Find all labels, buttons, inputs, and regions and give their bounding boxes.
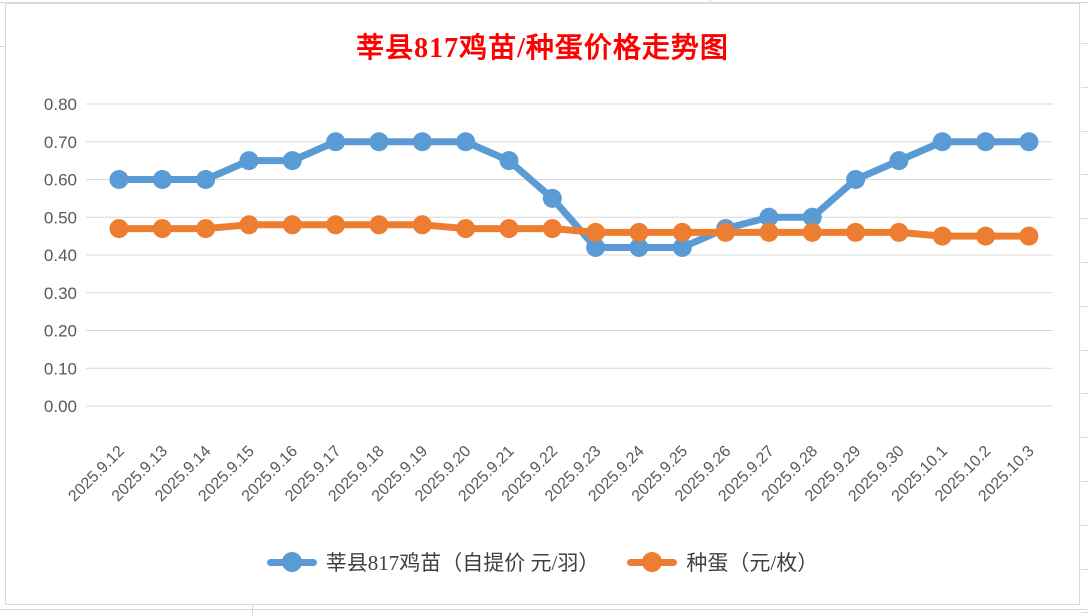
excel-row-gridline <box>1081 481 1088 482</box>
legend-dot-blue-icon <box>281 552 302 572</box>
excel-row-gridline <box>1081 569 1088 570</box>
excel-row-gridline <box>1081 218 1088 219</box>
plot-area: 0.000.100.200.300.400.500.600.700.802025… <box>44 95 1053 505</box>
chart-title: 莘县817鸡苗/种蛋价格走势图 <box>356 33 729 64</box>
series-marker-1 <box>152 219 172 239</box>
series-marker-0 <box>759 207 779 227</box>
excel-row-gridline <box>1081 87 1088 88</box>
excel-row-gridline <box>1081 525 1088 526</box>
y-axis-tick-label: 0.20 <box>44 322 77 341</box>
excel-gridline-left-stub <box>0 46 5 47</box>
series-marker-1 <box>1019 226 1039 246</box>
series-marker-0 <box>369 132 389 152</box>
series-marker-1 <box>542 219 562 239</box>
excel-row-gridline <box>1081 262 1088 263</box>
series-marker-0 <box>109 170 129 189</box>
series-marker-1 <box>889 222 909 242</box>
series-marker-0 <box>152 170 172 189</box>
series-marker-1 <box>196 219 216 239</box>
excel-row-gridline <box>1081 131 1088 132</box>
series-line-1 <box>115 221 1033 240</box>
series-marker-1 <box>846 222 866 242</box>
series-marker-1 <box>412 215 432 235</box>
y-axis-tick-label: 0.00 <box>44 397 77 416</box>
series-marker-0 <box>282 151 302 171</box>
excel-row-gridline <box>1081 350 1088 351</box>
series-marker-1 <box>499 219 519 239</box>
excel-row-gridline <box>1081 43 1088 44</box>
y-axis-tick-label: 0.10 <box>44 359 77 378</box>
series-marker-0 <box>1019 132 1039 152</box>
series-marker-0 <box>586 237 606 257</box>
excel-gridline-bottom <box>0 609 1088 610</box>
y-axis-tick-label: 0.60 <box>44 171 77 190</box>
y-axis-tick-label: 0.80 <box>44 95 77 114</box>
series-marker-0 <box>932 132 952 152</box>
series-marker-0 <box>196 170 216 189</box>
series-marker-1 <box>716 222 736 242</box>
series-marker-1 <box>759 222 779 242</box>
series-marker-1 <box>456 219 476 239</box>
series-marker-1 <box>586 222 606 242</box>
excel-row-gridline <box>1081 393 1088 394</box>
series-marker-0 <box>672 237 692 257</box>
series-marker-1 <box>802 222 822 242</box>
y-axis-tick-label: 0.40 <box>44 246 77 265</box>
series-marker-1 <box>369 215 389 235</box>
series-marker-1 <box>932 226 952 246</box>
legend-item-chicken[interactable]: 莘县817鸡苗（自提价 元/羽） <box>266 547 600 577</box>
excel-row-gridline <box>1081 437 1088 438</box>
series-marker-1 <box>629 222 649 242</box>
series-line-0 <box>115 138 1033 251</box>
series-marker-1 <box>672 222 692 242</box>
y-axis-tick-label: 0.70 <box>44 133 77 152</box>
series-marker-0 <box>889 151 909 171</box>
legend-label-egg: 种蛋（元/枚） <box>686 551 819 575</box>
series-marker-1 <box>109 219 129 239</box>
series-marker-0 <box>802 207 822 227</box>
series-marker-0 <box>456 132 476 152</box>
series-marker-0 <box>846 170 866 189</box>
excel-gridline-top <box>0 2 1088 3</box>
series-marker-1 <box>239 215 259 235</box>
chart-canvas[interactable]: 0.00 0.10 0.20 0.30 0.40 0.50 0.60 0.70 0.80 2025… <box>5 3 1080 605</box>
excel-row-gridline <box>1081 174 1088 175</box>
series-marker-0 <box>499 151 519 171</box>
excel-gridline-column-tick-top <box>710 0 711 3</box>
series-marker-1 <box>326 215 346 235</box>
series-marker-0 <box>629 237 649 257</box>
series-marker-1 <box>282 215 302 235</box>
series-marker-0 <box>239 151 259 171</box>
series-marker-0 <box>542 188 562 208</box>
legend-line-marker-orange-icon <box>627 552 678 572</box>
legend: 莘县817鸡苗（自提价 元/羽） 种蛋（元/枚） <box>6 547 1079 577</box>
series-marker-1 <box>976 226 996 246</box>
series-marker-0 <box>412 132 432 152</box>
legend-item-egg[interactable]: 种蛋（元/枚） <box>627 547 818 577</box>
series-marker-0 <box>976 132 996 152</box>
y-axis-tick-label: 0.30 <box>44 284 77 303</box>
excel-gridline-column-tick-bottom <box>252 605 253 616</box>
excel-row-gridline <box>1081 306 1088 307</box>
series-marker-0 <box>326 132 346 152</box>
legend-line-marker-blue-icon <box>266 552 317 572</box>
legend-label-chicken: 莘县817鸡苗（自提价 元/羽） <box>325 551 600 575</box>
excel-row-gridline <box>1081 612 1088 613</box>
legend-dot-orange-icon <box>642 552 663 572</box>
y-axis-tick-label: 0.50 <box>44 208 77 227</box>
